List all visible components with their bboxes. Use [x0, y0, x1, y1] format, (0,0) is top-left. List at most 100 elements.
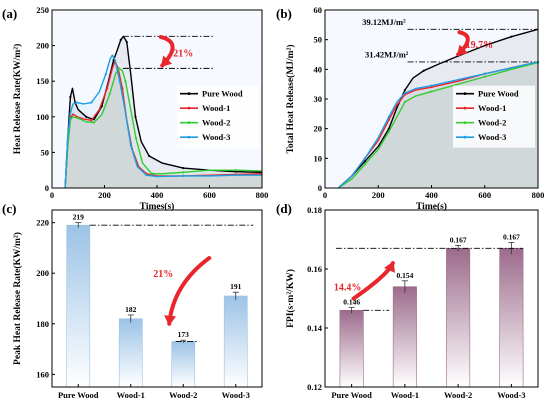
a-legend-marker — [187, 92, 191, 96]
d-bar-value-label: 0.167 — [450, 235, 467, 244]
d-bar — [499, 248, 524, 388]
a-ylabel: Heat Release Rate(KW/m²) — [12, 44, 23, 154]
c-ytick-label: 220 — [36, 218, 49, 228]
c-plot-frame — [51, 209, 263, 388]
c-arrow-head — [164, 315, 177, 326]
a-series-point — [148, 154, 151, 158]
a-series-point — [182, 174, 185, 177]
a-annotation-percent: 21% — [173, 49, 193, 60]
b-legend-marker — [463, 135, 467, 139]
a-series-point — [117, 67, 121, 70]
a-series-point — [69, 95, 72, 98]
a-series-point — [106, 87, 109, 90]
a-legend-label: Pure Wood — [202, 89, 243, 99]
a-series-point — [150, 172, 153, 175]
b-annotation-total-treated: 31.42MJ/m² — [365, 49, 409, 59]
a-series-point — [90, 119, 93, 122]
a-legend-marker — [187, 121, 191, 125]
b-legend-label: Pure Wood — [478, 89, 519, 99]
a-legend-label: Wood-1 — [202, 103, 230, 113]
b-legend-marker — [463, 106, 467, 110]
b-series-point — [510, 35, 513, 38]
d-xtick-label: Wood-2 — [444, 390, 472, 400]
b-ytick-label: 60 — [314, 5, 323, 15]
b-series-fill — [338, 29, 538, 189]
panel-b-letter: (b) — [276, 6, 292, 21]
a-series-point — [90, 101, 93, 104]
a-series-fill — [65, 61, 262, 188]
panel-b-line-chart: 0 200 400 600 800 0 10 20 30 40 50 60 Time(s) Total H… — [285, 5, 544, 212]
c-xtick-label: Wood-2 — [169, 390, 197, 400]
a-legend-label: Wood-3 — [202, 132, 230, 142]
b-xtick-label: 400 — [425, 190, 438, 200]
a-series-line — [64, 54, 262, 189]
d-bar-value-label: 0.146 — [343, 297, 360, 306]
a-arrow-head — [160, 55, 173, 68]
d-xtick-label: Wood-3 — [497, 390, 525, 400]
a-xtick-label: 0 — [50, 190, 54, 200]
a-series-point — [111, 54, 114, 57]
b-series-point — [403, 89, 406, 92]
d-plot-frame — [324, 209, 539, 388]
a-series-point — [234, 169, 237, 172]
a-ytick-label: 250 — [36, 5, 49, 15]
a-series-point — [134, 137, 138, 140]
a-ytick-label: 200 — [36, 41, 49, 51]
b-ytick-label: 50 — [314, 35, 323, 45]
c-ytick-label: 180 — [36, 319, 49, 329]
a-series-point — [182, 166, 185, 170]
panel-d-bar-chart: 0.146 Pure Wood 0.154 Wood-1 0.167 Wood-2 0.16… — [285, 205, 539, 400]
a-ytick-label: 0 — [45, 183, 49, 193]
panel-c-bar-chart: 219 Pure Wood 182 Wood-1 173 Wood-2 191 Wood-3 1… — [12, 209, 263, 400]
a-series-point — [125, 40, 128, 44]
a-series-point — [119, 38, 122, 42]
d-xtick-label: Wood-1 — [391, 390, 419, 400]
a-series-point — [234, 174, 237, 177]
a-series-point — [75, 101, 79, 104]
b-series-point — [387, 130, 390, 133]
b-series-point — [363, 160, 367, 163]
c-bar — [223, 295, 248, 388]
a-legend-label: Wood-2 — [202, 118, 230, 128]
c-bar — [171, 341, 196, 388]
b-ytick-label: 10 — [314, 153, 323, 163]
b-xtick-label: 200 — [372, 190, 385, 200]
b-series-point — [387, 115, 390, 118]
c-bar — [66, 224, 91, 388]
a-xtick-label: 600 — [203, 190, 216, 200]
c-xtick-label: Wood-3 — [222, 390, 250, 400]
a-legend-marker — [187, 135, 191, 139]
panel-a-line-chart: 0 200 400 600 800 0 50 100 150 200 250 Times(s) Heat… — [12, 5, 268, 212]
a-xtick-label: 200 — [98, 190, 111, 200]
d-xtick-label: Pure Wood — [331, 390, 372, 400]
a-series-point — [134, 115, 137, 118]
c-arrow-body — [167, 256, 212, 326]
b-legend-label: Wood-1 — [478, 103, 506, 113]
c-ytick-label: 200 — [36, 268, 49, 278]
b-xlabel: Time(s) — [416, 201, 447, 212]
a-series-point — [124, 80, 127, 83]
panel-a-letter: (a) — [2, 6, 17, 21]
a-series-point — [129, 144, 132, 147]
d-bar — [446, 248, 471, 388]
b-legend-marker — [463, 121, 467, 125]
d-bar — [339, 309, 364, 388]
c-xtick-label: Pure Wood — [58, 390, 99, 400]
a-series-point — [145, 174, 148, 177]
c-annotation-percent: 21% — [153, 269, 173, 280]
b-ytick-label: 20 — [314, 124, 323, 134]
d-ytick-label: 0.18 — [307, 205, 322, 215]
b-legend-label: Wood-3 — [478, 132, 506, 142]
d-bar-value-label: 0.167 — [503, 232, 520, 241]
panel-d-letter: (d) — [276, 201, 292, 216]
a-ytick-label: 100 — [36, 112, 49, 122]
b-series-point — [483, 72, 486, 75]
b-annotation-total-pure: 39.12MJ/m² — [362, 17, 406, 27]
a-series-fill — [65, 55, 262, 189]
a-legend-marker — [187, 106, 191, 110]
b-series-point — [430, 84, 433, 87]
c-ylabel: Peak Heat Release Rate(KW/m²) — [12, 232, 23, 365]
d-bar-value-label: 0.154 — [396, 271, 413, 280]
a-series-point — [108, 92, 111, 96]
